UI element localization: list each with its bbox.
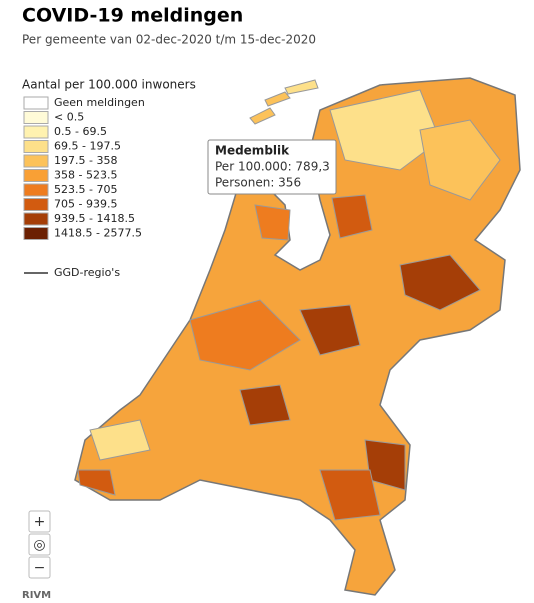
region (329, 89, 441, 171)
region (89, 419, 151, 461)
zoom-button-label[interactable]: + (34, 514, 46, 530)
legend-swatch (23, 183, 49, 197)
legend-label: 197.5 - 358 (54, 154, 117, 167)
island (284, 79, 319, 95)
island (249, 107, 276, 125)
region (399, 254, 481, 311)
legend-swatch (23, 96, 49, 110)
zoom-controls: + ◎ − (28, 510, 51, 579)
region (419, 119, 501, 201)
region (319, 469, 381, 521)
legend-label: Geen meldingen (54, 96, 145, 109)
footer: RIVM (22, 590, 51, 601)
ggd-label: GGD-regio's (54, 266, 120, 279)
legend-swatch (23, 212, 49, 226)
legend-swatch (23, 125, 49, 139)
region (189, 299, 301, 371)
tooltip-line: Personen: 356 (215, 176, 301, 190)
region (299, 304, 361, 356)
legend: Geen meldingen < 0.50.5 - 69.5 69.5 - 197.… (23, 96, 145, 240)
legend-label: 0.5 - 69.5 (54, 125, 107, 138)
legend-swatch (23, 111, 49, 124)
legend-label: < 0.5 (54, 111, 84, 124)
tooltip: Medemblik Per 100.000: 789,3 Personen: 3… (207, 139, 337, 195)
legend-swatch (23, 198, 49, 211)
zoom-button[interactable] (28, 533, 51, 556)
tooltip-box (207, 139, 337, 195)
island (264, 91, 291, 107)
zoom-button[interactable] (28, 510, 51, 533)
legend-title: Aantal per 100.000 inwoners (22, 78, 196, 92)
region (254, 204, 291, 241)
title: COVID-19 meldingen (22, 5, 243, 27)
legend-swatch (23, 154, 49, 168)
legend-label: 69.5 - 197.5 (54, 140, 121, 153)
legend-label: 1418.5 - 2577.5 (54, 227, 142, 240)
legend-label: 705 - 939.5 (54, 198, 117, 211)
legend-label: 358 - 523.5 (54, 169, 117, 182)
tooltip-line: Per 100.000: 789,3 (215, 160, 330, 174)
region (239, 384, 291, 426)
map (74, 77, 521, 596)
legend-label: 523.5 - 705 (54, 183, 117, 196)
legend-swatch (23, 227, 49, 240)
legend-label: 939.5 - 1418.5 (54, 212, 135, 225)
land (74, 77, 521, 596)
zoom-button[interactable] (28, 556, 51, 579)
tooltip-name: Medemblik (215, 144, 290, 158)
subtitle: Per gemeente van 02-dec-2020 t/m 15-dec-… (22, 33, 316, 47)
region (364, 439, 406, 491)
legend-swatch (23, 169, 49, 182)
region (331, 194, 373, 239)
legend-swatch (23, 140, 49, 153)
zoom-button-label[interactable]: − (34, 560, 46, 576)
region (77, 469, 116, 496)
zoom-button-label[interactable]: ◎ (33, 537, 45, 553)
